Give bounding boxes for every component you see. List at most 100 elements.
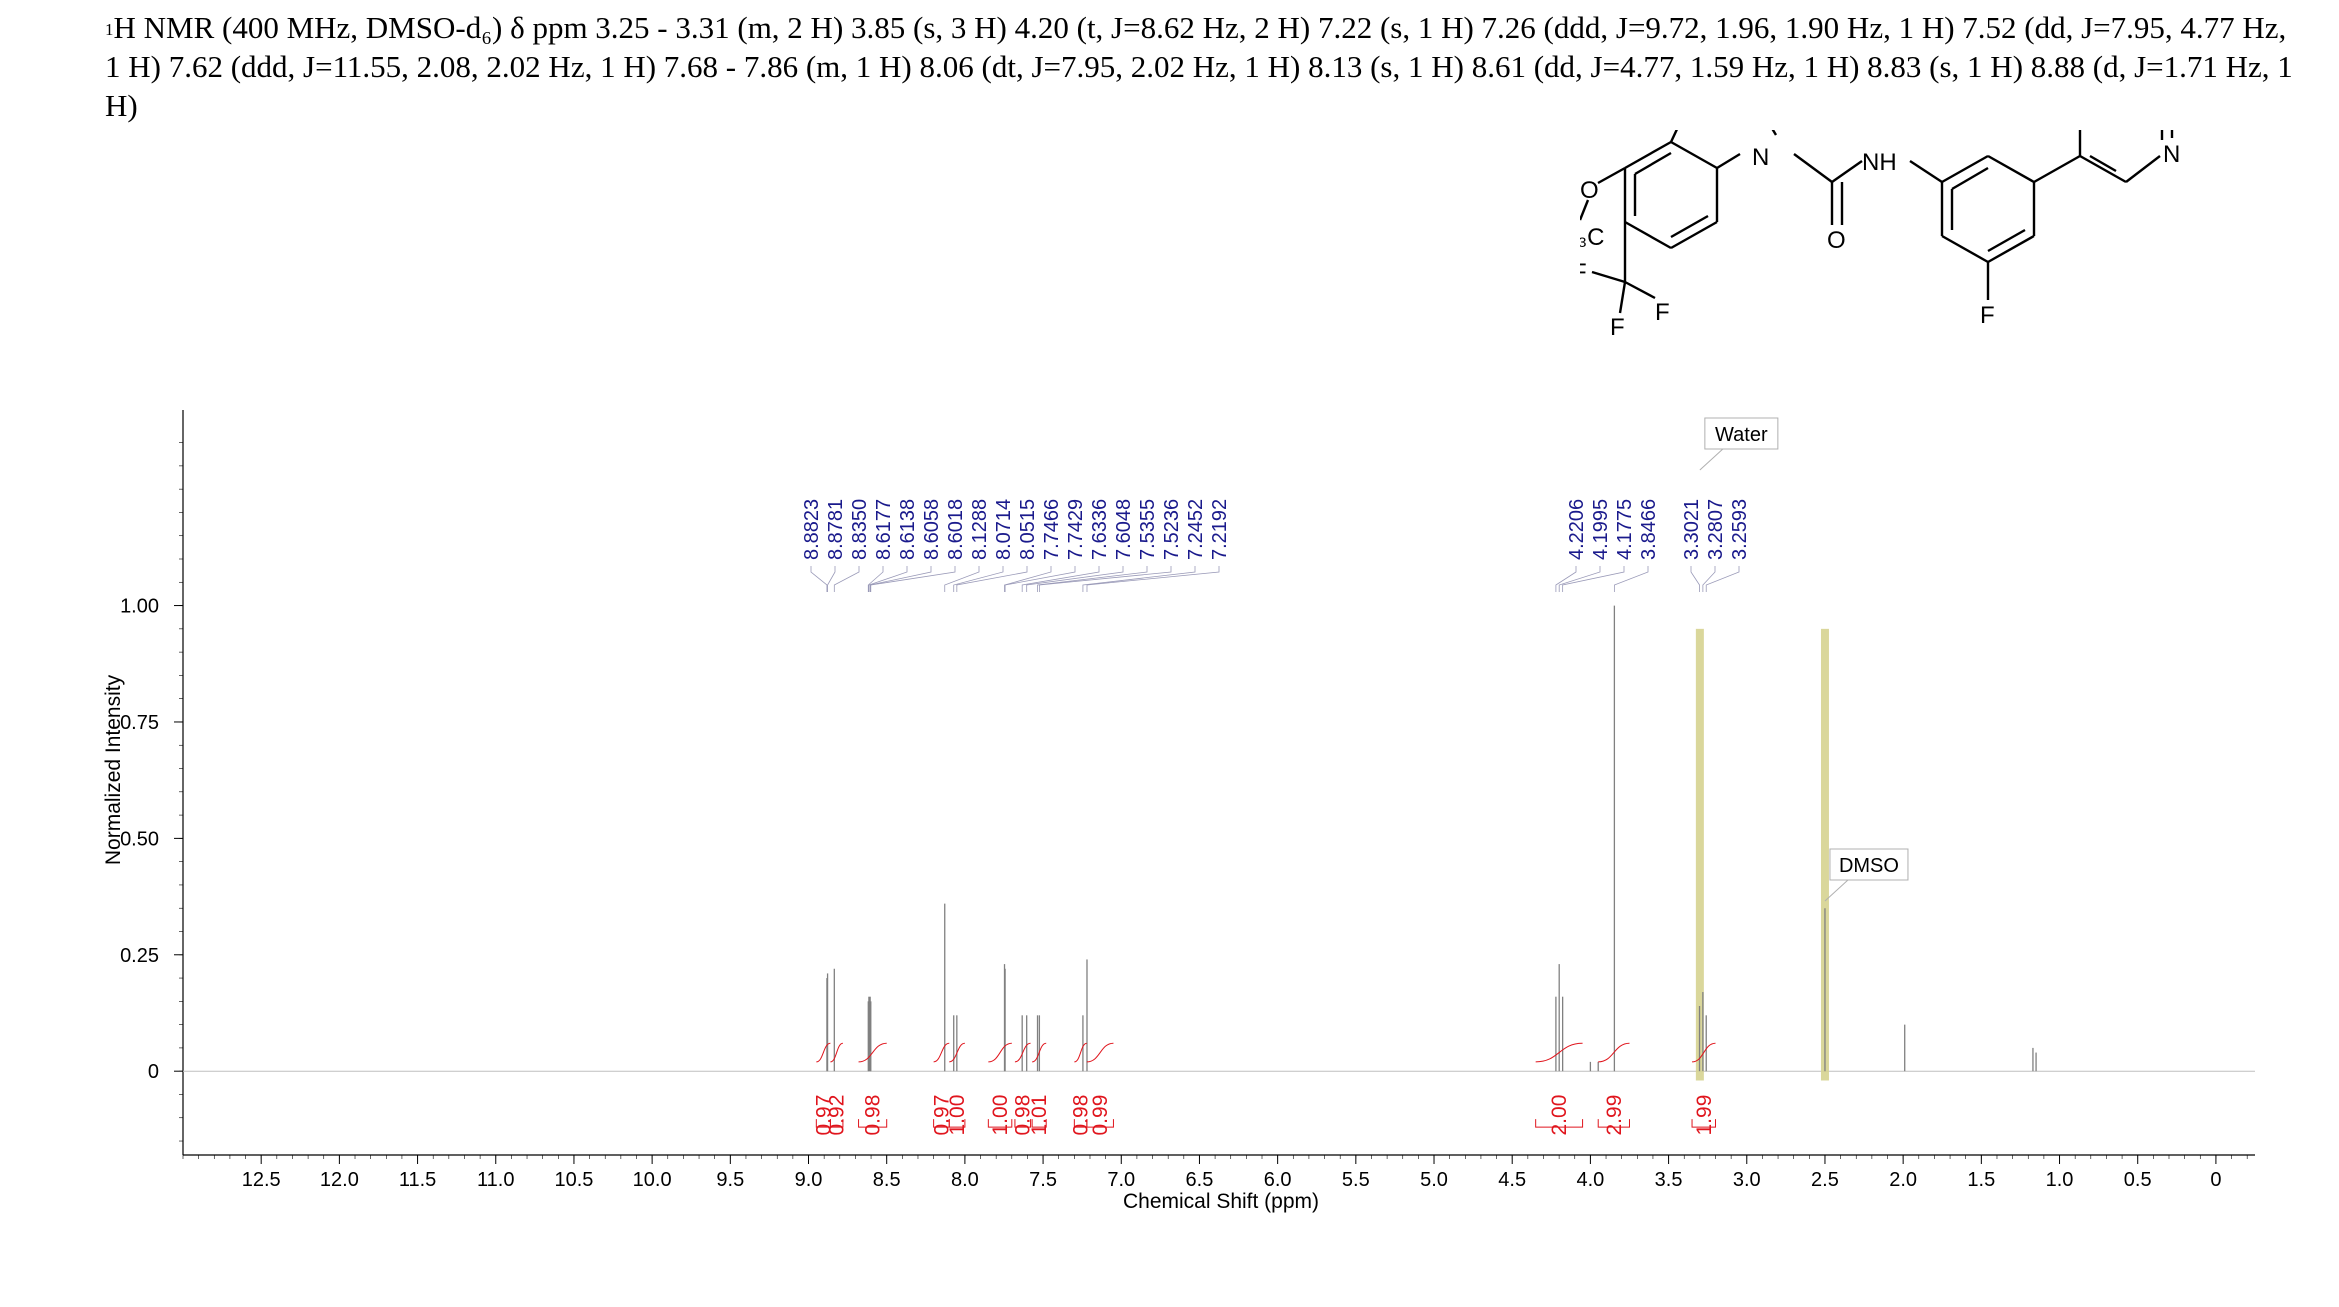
integral-bracket bbox=[1031, 1119, 1047, 1128]
x-tick-label: 11.0 bbox=[477, 1169, 514, 1191]
peak-shift-label: 7.5355 bbox=[1137, 499, 1159, 560]
integral-value: 2.99 bbox=[1603, 1095, 1626, 1136]
y-tick-label: 0.25 bbox=[120, 945, 159, 967]
integral-value: 0.98 bbox=[862, 1095, 885, 1136]
annotation-box bbox=[1829, 848, 1909, 881]
integral-curve bbox=[988, 1042, 1012, 1063]
solvent-highlight-band bbox=[1820, 628, 1829, 1081]
peak-label-leader bbox=[944, 566, 980, 592]
integral-curve bbox=[933, 1042, 950, 1063]
integral-curve bbox=[1074, 1042, 1088, 1063]
peak-label-leader bbox=[833, 566, 860, 592]
peak-shift-label: 7.6336 bbox=[1089, 499, 1111, 560]
integral-bracket bbox=[1014, 1119, 1032, 1128]
integral-curve bbox=[1031, 1042, 1047, 1063]
peak-label-leader bbox=[1082, 566, 1196, 592]
y-tick-label: 0.75 bbox=[120, 712, 159, 734]
peak-shift-label: 8.6138 bbox=[897, 499, 919, 560]
integral-value: 0.92 bbox=[826, 1095, 849, 1136]
peak-label-leader bbox=[1558, 566, 1601, 592]
amide-nh-label: NH bbox=[1862, 149, 1897, 176]
y-tick-label: 0 bbox=[148, 1061, 159, 1083]
integral-value: 0.98 bbox=[1012, 1095, 1035, 1136]
x-tick-label: 2.5 bbox=[1811, 1169, 1839, 1191]
integral-value: 0.97 bbox=[930, 1095, 953, 1136]
x-tick-label: 12.0 bbox=[320, 1169, 359, 1191]
integral-curve bbox=[816, 1042, 831, 1063]
x-tick-label: 7.0 bbox=[1107, 1169, 1135, 1191]
peak-shift-label: 4.1995 bbox=[1590, 499, 1612, 560]
annotation-label: DMSO bbox=[1839, 855, 1899, 877]
peak-shift-label: 8.6018 bbox=[945, 499, 967, 560]
peak-shift-label: 8.6177 bbox=[873, 499, 895, 560]
x-tick-label: 9.0 bbox=[795, 1169, 823, 1191]
peak-shift-label: 3.8466 bbox=[1638, 499, 1660, 560]
y-axis-label: Normalized Intensity bbox=[102, 674, 125, 865]
methoxy-oxygen-label: O bbox=[1580, 177, 1599, 204]
integral-bracket bbox=[829, 1119, 844, 1128]
x-tick-label: 10.5 bbox=[554, 1169, 593, 1191]
cf3-fluorine-2-label: F bbox=[1610, 314, 1625, 341]
x-tick-label: 9.5 bbox=[716, 1169, 744, 1191]
peak-label-leader bbox=[1037, 566, 1148, 592]
peak-label-leader bbox=[870, 566, 956, 592]
x-tick-label: 8.0 bbox=[951, 1169, 979, 1191]
integral-bracket bbox=[987, 1119, 1013, 1128]
peak-label-leader bbox=[1613, 566, 1649, 592]
integral-bracket bbox=[1535, 1119, 1584, 1128]
peak-label-leader bbox=[868, 566, 908, 592]
peak-shift-label: 7.5236 bbox=[1161, 499, 1183, 560]
integral-value: 2.00 bbox=[1548, 1095, 1571, 1136]
aryl-fluorine-label: F bbox=[1980, 302, 1995, 329]
peak-label-leader bbox=[1562, 566, 1625, 592]
x-tick-label: 0.5 bbox=[2124, 1169, 2152, 1191]
peak-shift-label: 7.2192 bbox=[1209, 499, 1231, 560]
peak-label-leader bbox=[1026, 566, 1124, 592]
x-tick-label: 6.5 bbox=[1186, 1169, 1214, 1191]
cf3-fluorine-3-label: F bbox=[1655, 299, 1670, 326]
x-tick-label: 10.0 bbox=[633, 1169, 672, 1191]
peak-shift-label: 7.7429 bbox=[1065, 499, 1087, 560]
peak-label-leader bbox=[1021, 566, 1100, 592]
peak-shift-label: 8.0714 bbox=[993, 499, 1015, 560]
x-tick-label: 4.5 bbox=[1498, 1169, 1526, 1191]
integral-bracket bbox=[1086, 1119, 1114, 1128]
peak-shift-label: 3.2593 bbox=[1729, 499, 1751, 560]
integral-value: 1.00 bbox=[946, 1095, 969, 1136]
integral-bracket bbox=[858, 1119, 888, 1128]
integral-value: 1.01 bbox=[1028, 1095, 1051, 1136]
peak-shift-label: 4.2206 bbox=[1566, 499, 1588, 560]
peak-label-leader bbox=[827, 566, 836, 592]
pyridine-nitrogen-label: N bbox=[2163, 141, 2180, 168]
peak-shift-label: 3.2807 bbox=[1705, 499, 1727, 560]
peak-shift-label: 8.8350 bbox=[849, 499, 871, 560]
peak-shift-label: 8.0515 bbox=[1017, 499, 1039, 560]
x-tick-label: 0 bbox=[2210, 1169, 2221, 1191]
x-tick-label: 1.5 bbox=[1967, 1169, 1995, 1191]
peak-label-leader bbox=[810, 566, 828, 592]
peak-label-leader bbox=[867, 566, 884, 592]
peak-shift-label: 7.2452 bbox=[1185, 499, 1207, 560]
x-tick-label: 3.0 bbox=[1733, 1169, 1761, 1191]
annotation-label: Water bbox=[1715, 424, 1768, 446]
x-tick-label: 12.5 bbox=[242, 1169, 281, 1191]
peak-label-leader bbox=[1038, 566, 1172, 592]
integral-curve bbox=[858, 1042, 887, 1063]
integral-bracket bbox=[948, 1119, 966, 1128]
spectrum-description-text: H NMR (400 MHz, DMSO-d₆) δ ppm 3.25 - 3.… bbox=[105, 10, 2293, 123]
annotation-leader bbox=[1824, 879, 1849, 902]
x-tick-label: 4.0 bbox=[1576, 1169, 1604, 1191]
peak-shift-label: 8.8823 bbox=[801, 499, 823, 560]
peak-shift-label: 4.1775 bbox=[1614, 499, 1636, 560]
integral-value: 1.00 bbox=[989, 1095, 1012, 1136]
x-tick-label: 7.5 bbox=[1029, 1169, 1057, 1191]
x-tick-label: 6.0 bbox=[1264, 1169, 1292, 1191]
y-tick-label: 1.00 bbox=[120, 596, 159, 618]
integral-bracket bbox=[1597, 1119, 1630, 1128]
peak-label-leader bbox=[1086, 566, 1220, 592]
integral-bracket bbox=[1691, 1119, 1716, 1128]
ring-nitrogen-label: N bbox=[1752, 144, 1769, 171]
peak-label-leader bbox=[869, 566, 932, 592]
peak-label-leader bbox=[1004, 566, 1052, 592]
